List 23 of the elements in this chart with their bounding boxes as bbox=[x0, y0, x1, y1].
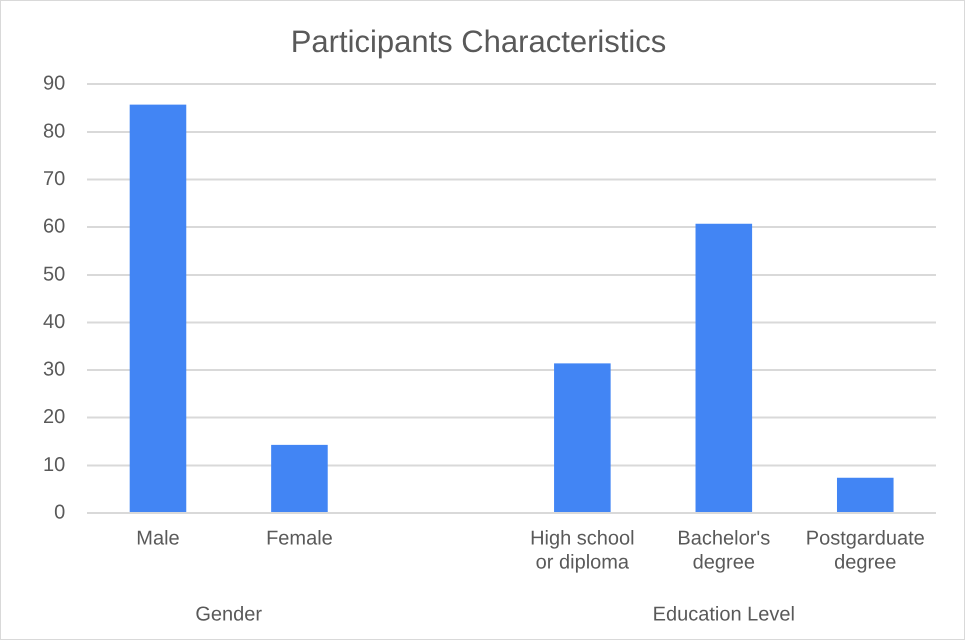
bar bbox=[696, 224, 752, 512]
y-tick-label: 90 bbox=[42, 72, 66, 95]
bar bbox=[836, 478, 894, 512]
bar bbox=[271, 444, 328, 512]
y-tick-label: 50 bbox=[42, 263, 66, 286]
x-tick-label: Male bbox=[136, 528, 180, 550]
y-tick-label: 20 bbox=[42, 406, 66, 428]
text: Gender bbox=[195, 604, 262, 626]
y-tick-label: 80 bbox=[42, 120, 66, 142]
chart-title: Participants Characteristics bbox=[290, 24, 666, 60]
y-tick-label: 0 bbox=[54, 502, 66, 524]
x-tick-label: Bachelor's degree bbox=[677, 528, 770, 574]
y-tick-label: 10 bbox=[42, 454, 66, 476]
y-tick-label: 30 bbox=[42, 358, 66, 381]
y-tick-label: 40 bbox=[42, 310, 66, 333]
x-tick-label: Female bbox=[266, 528, 333, 550]
y-tick-label: 60 bbox=[42, 216, 66, 238]
y-tick-label: 70 bbox=[42, 168, 66, 190]
bar bbox=[130, 104, 186, 512]
text: Education Level bbox=[652, 604, 795, 626]
x-tick-label: Postgarduate degree bbox=[806, 528, 925, 574]
bar bbox=[554, 363, 611, 512]
x-tick-label: High school or diploma bbox=[530, 528, 635, 574]
